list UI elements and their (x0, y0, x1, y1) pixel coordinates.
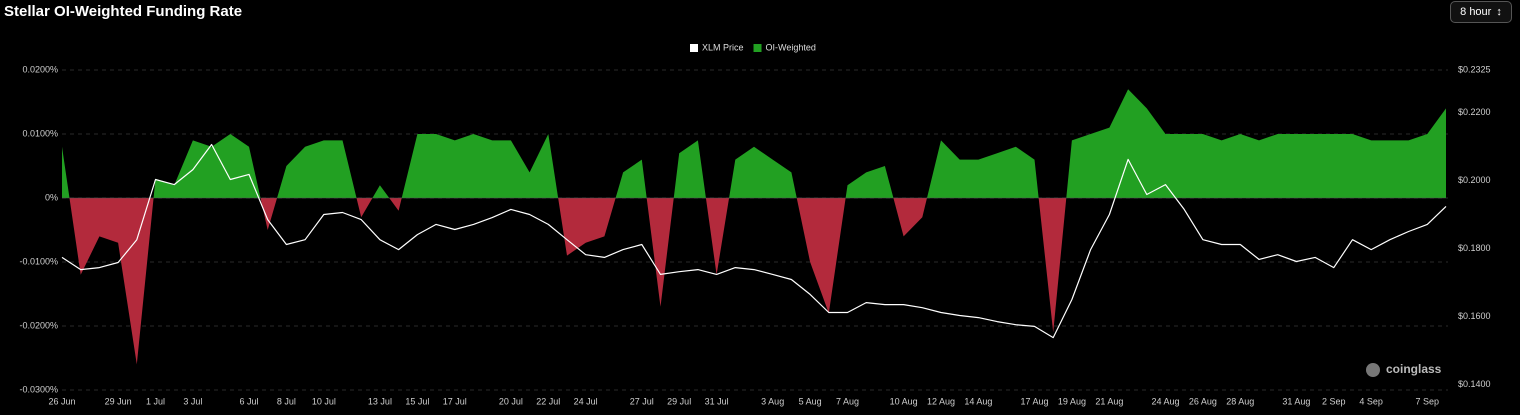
x-tick-label: 24 Jul (574, 396, 598, 406)
x-tick-label: 3 Aug (761, 396, 784, 406)
watermark: coinglass (1366, 362, 1442, 377)
x-tick-label: 14 Aug (964, 396, 992, 406)
x-tick-label: 3 Jul (183, 396, 202, 406)
x-tick-label: 6 Jul (240, 396, 259, 406)
x-tick-label: 31 Jul (705, 396, 729, 406)
funding-area (62, 89, 1446, 365)
x-tick-label: 22 Jul (536, 396, 560, 406)
chevron: ↕ (1496, 6, 1502, 18)
y-tick-label: -0.0200% (19, 320, 58, 330)
x-tick-label: 4 Sep (1359, 396, 1383, 406)
x-tick-label: 20 Jul (499, 396, 523, 406)
x-tick-label: 13 Jul (368, 396, 392, 406)
x-tick-label: 31 Aug (1282, 396, 1310, 406)
y-tick-label: 0.0100% (22, 128, 58, 138)
x-tick-label: 19 Aug (1058, 396, 1086, 406)
y2-tick-label: $0.2000 (1458, 175, 1491, 185)
y-tick-label: -0.0100% (19, 256, 58, 266)
legend-swatch (690, 44, 698, 52)
watermark-logo (1366, 363, 1380, 377)
price-line (61, 143, 1447, 339)
watermark-text: coinglass (1386, 362, 1442, 376)
x-tick-label: 26 Aug (1189, 396, 1217, 406)
y2-tick-label: $0.2200 (1458, 107, 1491, 117)
interval-label: 8 hour (1460, 6, 1492, 18)
x-tick-label: 7 Sep (1416, 396, 1440, 406)
x-tick-label: 7 Aug (836, 396, 859, 406)
x-tick-label: 17 Jul (443, 396, 467, 406)
x-tick-label: 2 Sep (1322, 396, 1346, 406)
x-tick-label: 27 Jul (630, 396, 654, 406)
x-tick-label: 29 Jun (105, 396, 132, 406)
y-tick-label: 0% (45, 192, 58, 202)
legend-label: XLM Price (702, 42, 744, 52)
x-tick-label: 8 Jul (277, 396, 296, 406)
legend-label: OI-Weighted (766, 42, 816, 52)
x-tick-label: 15 Jul (405, 396, 429, 406)
x-tick-label: 21 Aug (1095, 396, 1123, 406)
x-tick-label: 17 Aug (1021, 396, 1049, 406)
x-tick-label: 5 Aug (799, 396, 822, 406)
legend: XLM Price OI-Weighted (690, 42, 816, 52)
y2-tick-label: $0.1800 (1458, 243, 1491, 253)
y-tick-label: -0.0300% (19, 384, 58, 394)
x-tick-label: 26 Jun (48, 396, 75, 406)
x-tick-label: 24 Aug (1151, 396, 1179, 406)
y-tick-label: 0.0200% (22, 64, 58, 74)
x-tick-label: 1 Jul (146, 396, 165, 406)
y2-tick-label: $0.2325 (1458, 64, 1491, 74)
x-tick-label: 12 Aug (927, 396, 955, 406)
x-tick-label: 10 Jul (312, 396, 336, 406)
x-tick-label: 10 Aug (890, 396, 918, 406)
y2-tick-label: $0.1600 (1458, 311, 1491, 321)
x-tick-label: 29 Jul (667, 396, 691, 406)
interval-select[interactable]: 8 hour ↕ (1450, 1, 1512, 23)
x-tick-label: 28 Aug (1226, 396, 1254, 406)
chart-title: Stellar OI-Weighted Funding Rate (4, 3, 242, 20)
legend-swatch (753, 44, 762, 52)
y2-tick-label: $0.1400 (1458, 379, 1491, 389)
